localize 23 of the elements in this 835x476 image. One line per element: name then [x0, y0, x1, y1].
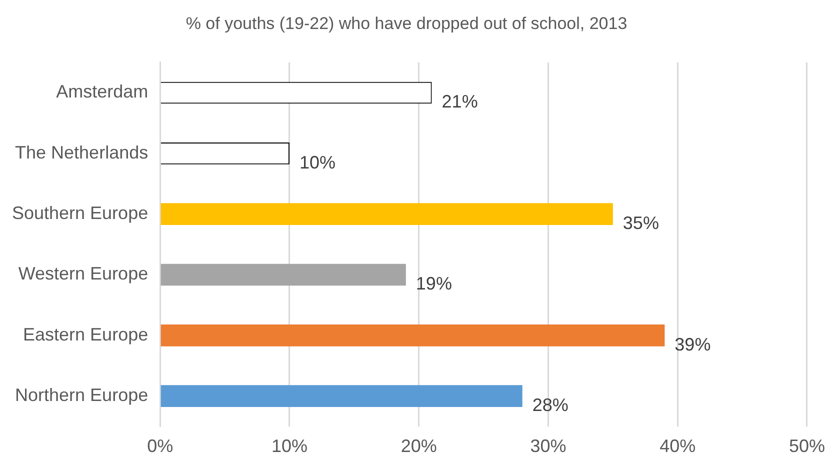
data-label: 28%	[532, 395, 568, 416]
x-tick-label: 20%	[400, 436, 437, 456]
bar	[160, 203, 613, 225]
data-label: 21%	[442, 92, 478, 112]
y-tick-label: Amsterdam	[56, 82, 148, 102]
chart-title: % of youths (19-22) who have dropped out of school, 2013	[186, 14, 628, 33]
y-tick-label: Western Europe	[18, 264, 148, 284]
data-label: 19%	[416, 274, 452, 294]
y-tick-label: Northern Europe	[15, 385, 148, 406]
bar	[160, 324, 665, 346]
y-tick-label: Eastern Europe	[23, 324, 148, 344]
bar	[160, 385, 522, 407]
data-label: 39%	[674, 334, 711, 354]
x-tick-label: 50%	[788, 436, 825, 456]
y-tick-label: Southern Europe	[12, 203, 148, 224]
data-label: 35%	[622, 213, 659, 234]
x-tick-label: 10%	[271, 436, 308, 456]
bar	[160, 264, 406, 286]
y-tick-label: The Netherlands	[15, 142, 148, 162]
x-tick-label: 30%	[530, 436, 566, 456]
x-tick-label: 40%	[660, 436, 696, 456]
data-label: 10%	[299, 152, 336, 172]
x-tick-label: 0%	[147, 436, 174, 456]
